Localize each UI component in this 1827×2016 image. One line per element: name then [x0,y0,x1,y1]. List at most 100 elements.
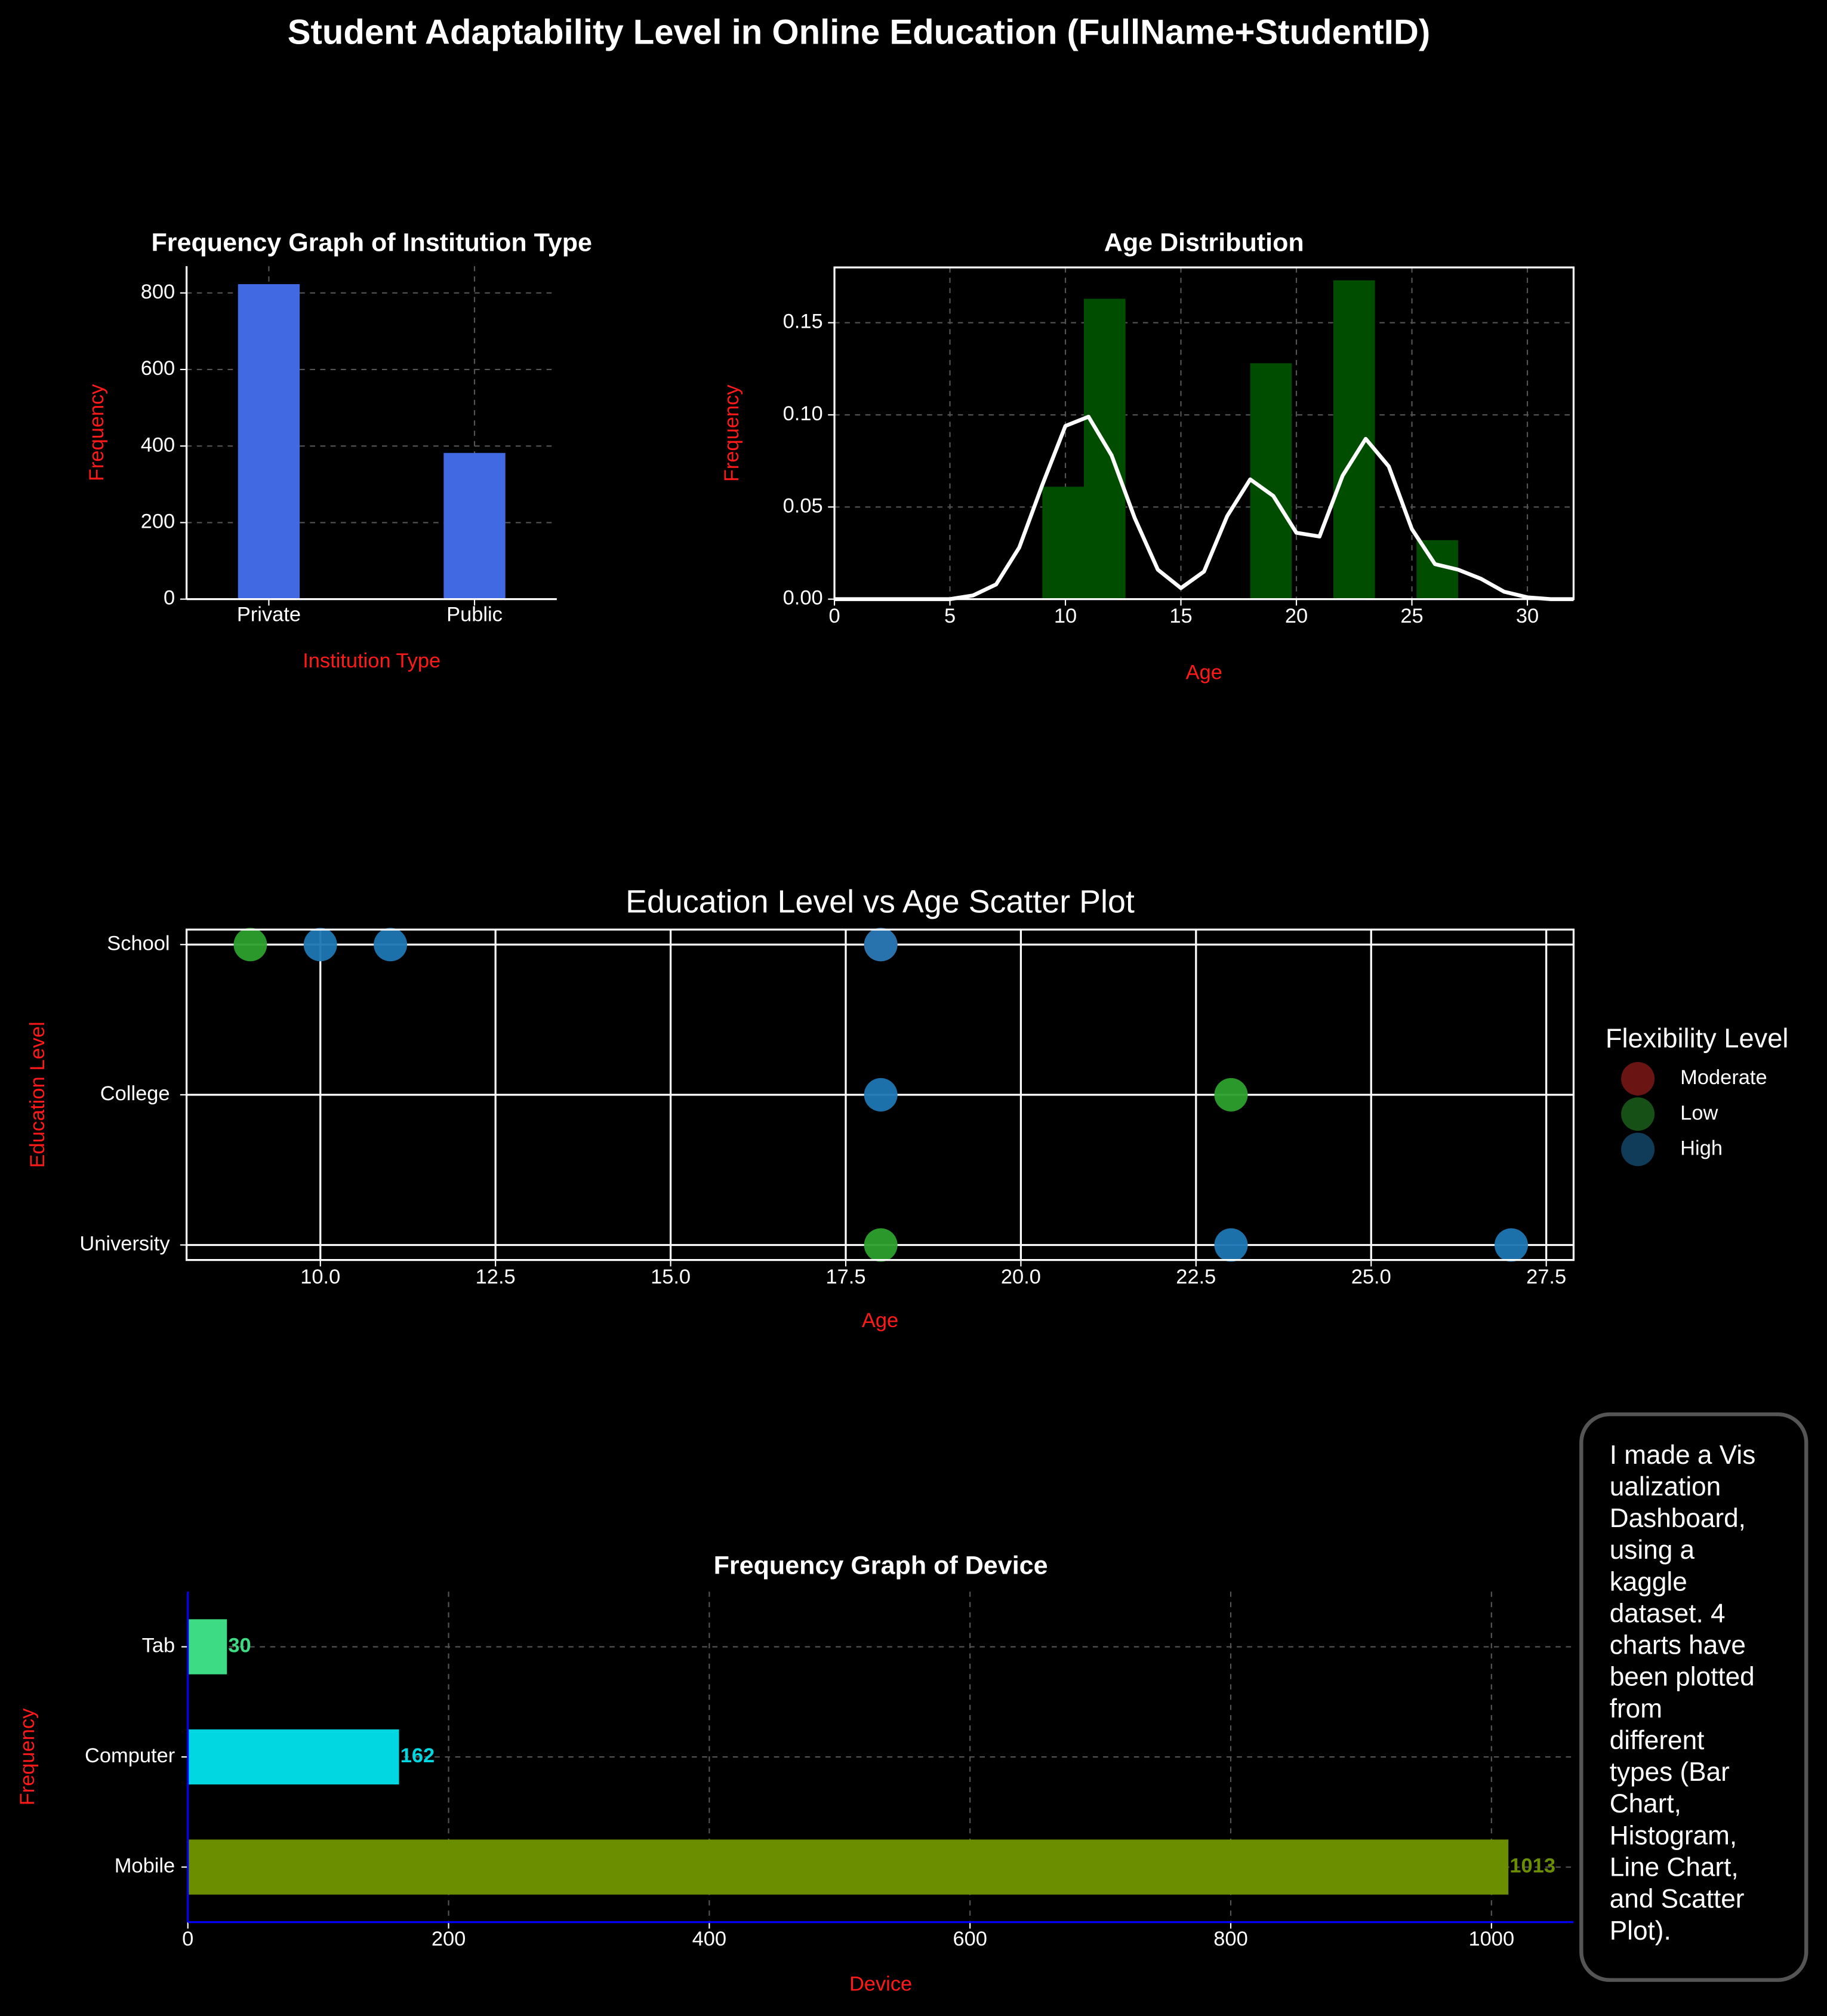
x-tick-label: 15.0 [651,1266,691,1288]
y-tick-label: 0.15 [783,310,823,333]
y-tick-label: 200 [141,510,175,533]
x-tick-label: 400 [692,1928,726,1950]
legend-marker [1621,1132,1655,1166]
x-tick-label: 22.5 [1176,1266,1216,1288]
x-tick-label: 20.0 [1001,1266,1041,1288]
x-axis-label: Age [1186,661,1222,684]
scatter-point [374,928,408,962]
x-axis-label: Device [849,1972,912,1995]
y-tick-label: School [107,932,170,955]
x-tick-label: 800 [1213,1928,1247,1950]
histogram-bar [1250,363,1292,599]
x-tick-label: 30 [1516,605,1539,627]
chart-title: Age Distribution [1104,229,1304,257]
value-label: 30 [228,1635,251,1657]
x-tick-label: 600 [953,1928,987,1950]
note-line: Dashboard, [1610,1504,1746,1533]
x-tick-label: 0 [828,605,840,627]
axis-frame [185,928,1575,1261]
suptitle: Student Adaptability Level in Online Edu… [288,13,1431,52]
x-tick-label: 1000 [1469,1928,1515,1950]
legend-label: Moderate [1680,1066,1767,1089]
note-line: been plotted [1610,1663,1755,1692]
scatter-point [1214,1078,1248,1112]
value-label: 1013 [1509,1855,1555,1878]
y-tick-label: 600 [141,357,175,380]
note-line: dataset. 4 [1610,1599,1726,1628]
y-axis-label: Education Level [26,1021,49,1168]
scatter-point [1494,1228,1528,1262]
note-line: types (Bar [1610,1758,1730,1787]
x-tick-label: 17.5 [825,1266,865,1288]
x-tick-label: 10.0 [300,1266,340,1288]
x-tick-label: 5 [944,605,956,627]
scatter-point [864,1228,898,1262]
note-line: different [1610,1726,1705,1755]
bar [187,1729,399,1785]
note-line: from [1610,1694,1662,1723]
note-line: Plot). [1610,1916,1671,1946]
y-tick-label: 0.00 [783,587,823,610]
note-line: kaggle [1610,1567,1687,1596]
note-line: charts have [1610,1631,1746,1660]
x-tick-label: 0 [182,1928,193,1950]
chart-title: Frequency Graph of Device [714,1552,1048,1580]
y-tick-label: 0 [164,587,175,610]
x-tick-label: 20 [1285,605,1308,627]
bar [443,453,506,599]
x-tick-label: Private [237,604,301,626]
legend-label: Low [1680,1101,1718,1124]
axis-frame [833,266,1575,601]
y-axis-label: Frequency [16,1708,39,1805]
legend-label: High [1680,1137,1723,1160]
y-tick-label: University [79,1233,170,1255]
note-line: Line Chart, [1610,1853,1739,1882]
scatter-point [233,928,267,962]
x-tick-label: 10 [1054,605,1077,627]
note-line: Histogram, [1610,1821,1737,1850]
y-tick-label: 0.05 [783,494,823,517]
y-tick-label: 0.10 [783,402,823,425]
note-line: Chart, [1610,1789,1681,1818]
y-tick-label: 400 [141,433,175,456]
note-box [1579,1412,1808,1982]
note-line: ualization [1610,1472,1721,1501]
scatter-point [864,928,898,962]
histogram-bar [1042,487,1084,599]
note-line: I made a Vis [1610,1441,1756,1470]
y-axis-label: Frequency [720,384,743,482]
note-line: and Scatter [1610,1885,1745,1914]
y-tick-label: Computer [85,1744,175,1767]
histogram-bar [1083,298,1126,599]
value-label: 162 [400,1744,435,1767]
bar [187,1619,227,1675]
chart-title: Education Level vs Age Scatter Plot [626,884,1135,919]
kde-line [834,414,1574,601]
y-tick-label: 800 [141,281,175,303]
y-tick-label: Tab [142,1635,175,1657]
legend-marker [1621,1097,1655,1131]
bar [238,284,300,599]
scatter-point [864,1078,898,1112]
scatter-point [303,928,337,962]
x-tick-label: 25 [1400,605,1423,627]
x-axis-label: Institution Type [303,650,440,672]
x-tick-label: 15 [1169,605,1192,627]
scatter-point [1214,1228,1248,1262]
bar [187,1839,1509,1895]
x-tick-label: 200 [432,1928,466,1950]
y-axis-label: Frequency [85,384,108,481]
x-axis-label: Age [862,1309,898,1332]
legend-title: Flexibility Level [1606,1023,1789,1053]
note-line: using a [1610,1535,1695,1565]
legend-marker [1621,1061,1655,1095]
x-tick-label: 25.0 [1351,1266,1391,1288]
x-tick-label: 12.5 [476,1266,516,1288]
x-tick-label: Public [446,604,503,626]
chart-title: Frequency Graph of Institution Type [151,229,591,257]
x-tick-label: 27.5 [1526,1266,1566,1288]
y-tick-label: Mobile [115,1855,175,1878]
